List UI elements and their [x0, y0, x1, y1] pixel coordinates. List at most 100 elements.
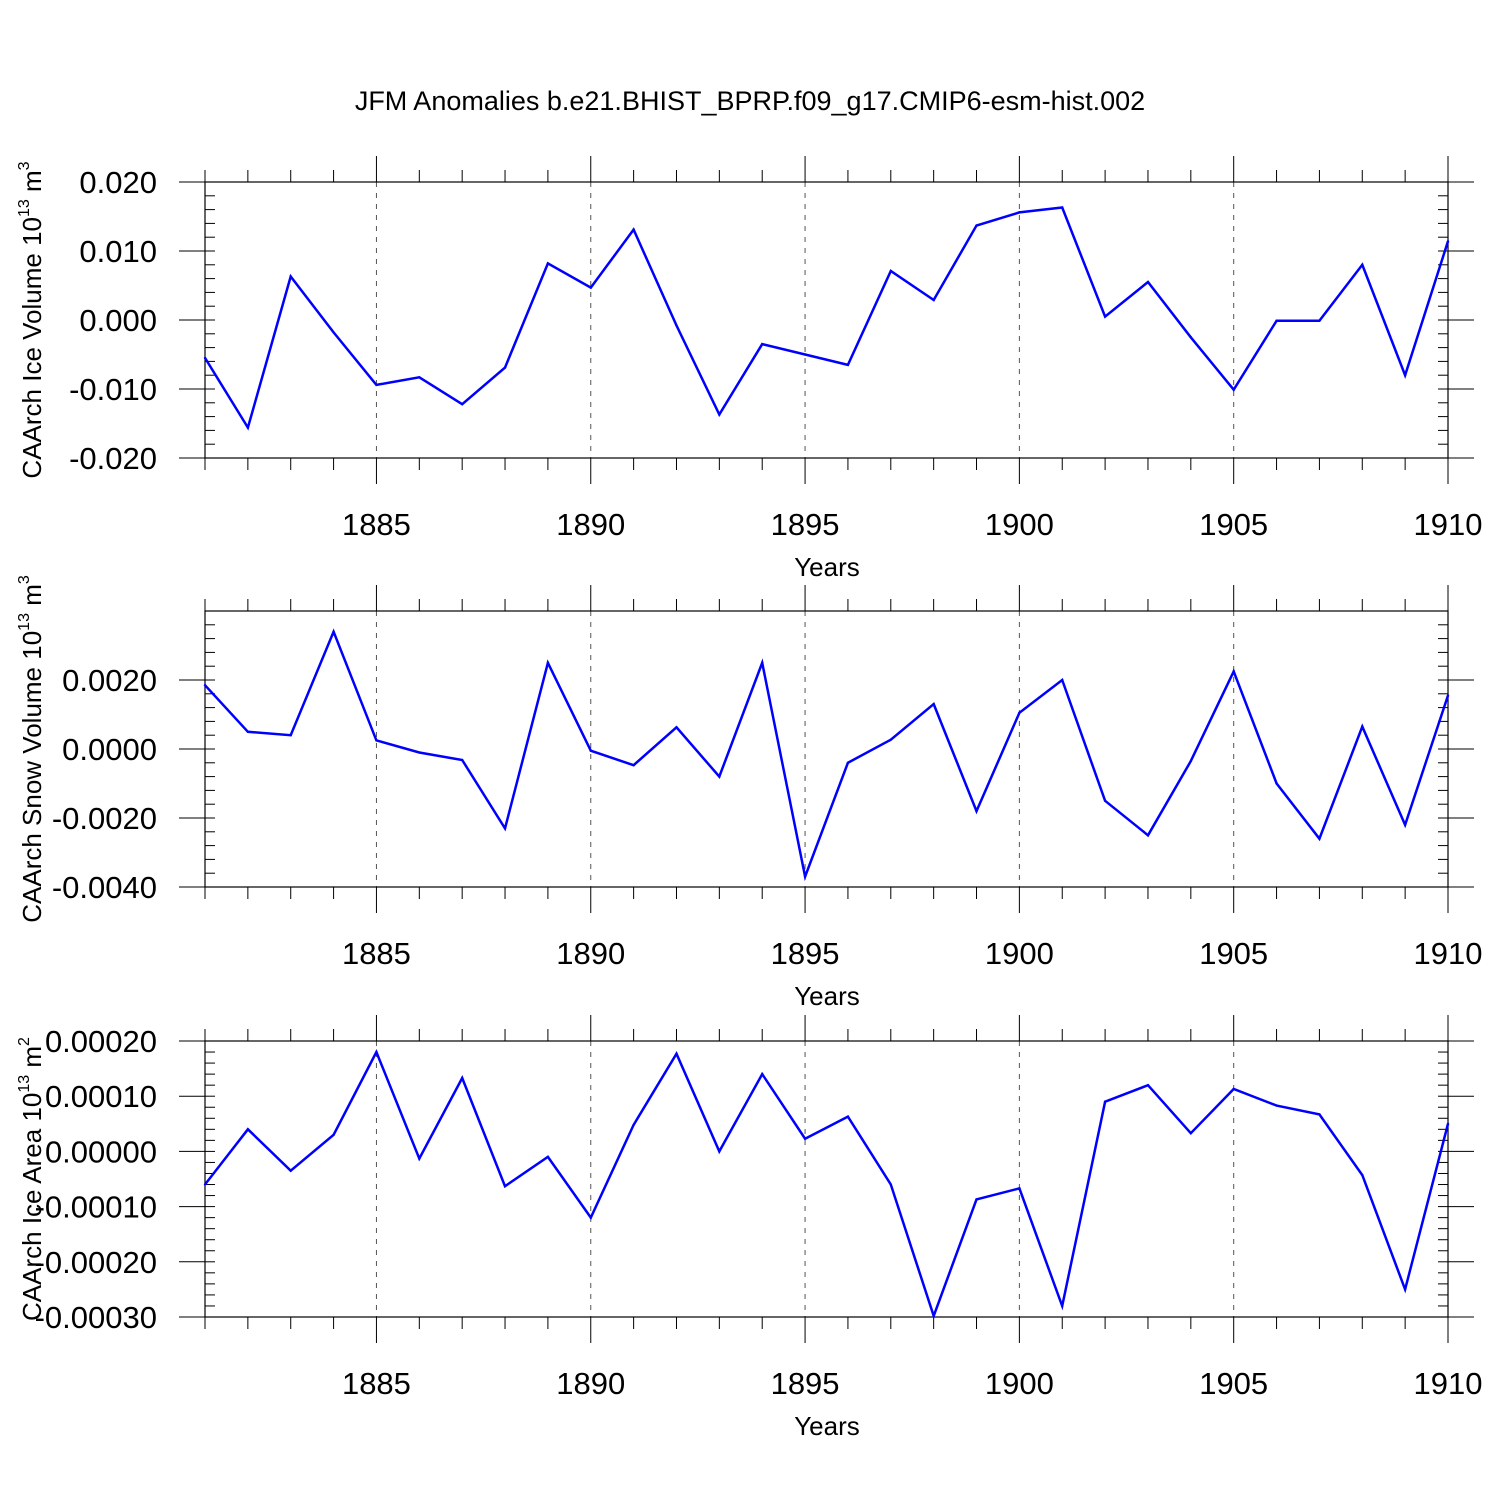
snow-volume-data-point [1103, 799, 1107, 802]
snow-volume-data-point [1232, 670, 1235, 673]
ice-volume-series-line [203, 206, 1450, 431]
ice-area-data-point [632, 1123, 635, 1127]
ice-area-data-point [975, 1198, 978, 1201]
ice-area-data-point [460, 1076, 464, 1080]
ice-area-data-point [846, 1115, 850, 1118]
ice-volume-xtick-label: 1900 [985, 507, 1054, 542]
ice-area-data-point [1361, 1173, 1364, 1177]
snow-volume-data-point [203, 683, 207, 687]
chart-title: JFM Anomalies b.e21.BHIST_BPRP.f09_g17.C… [355, 86, 1145, 116]
ice-volume-data-point [1018, 211, 1021, 214]
ice-volume-data-point [932, 298, 935, 302]
snow-volume-ytick-label: -0.0040 [52, 870, 157, 905]
snow-volume-xtick-label: 1900 [985, 936, 1054, 971]
ice-volume-data-point [203, 356, 207, 360]
ice-area-data-point [675, 1052, 678, 1055]
ice-volume-data-point [975, 224, 978, 227]
ice-area-ytick-label: 0.00000 [45, 1134, 157, 1169]
ice-area-xtick-label: 1905 [1199, 1366, 1268, 1401]
snow-volume-data-point [1189, 759, 1193, 763]
ice-area-data-point [375, 1050, 378, 1054]
ice-volume-data-point [1103, 315, 1107, 318]
ice-area-ytick-label: -0.00010 [35, 1190, 157, 1225]
snow-volume-data-point [718, 775, 721, 778]
ice-volume-data-point [1318, 319, 1321, 322]
snow-volume-xtick-label: 1885 [342, 936, 411, 971]
panel-ice-volume: -0.020 -0.010 0.000 0.010 0.020 1885 1890 1895 1… [16, 156, 1482, 582]
ice-volume-data-point [332, 331, 335, 334]
snow-volume-data-point [846, 761, 850, 764]
ice-volume-ytick-label: 0.020 [79, 165, 157, 200]
snow-volume-ytick-label: 0.0020 [62, 663, 157, 698]
ice-volume-data-point [1446, 240, 1450, 243]
ice-volume-data-point [675, 324, 678, 327]
snow-volume-data-point [1361, 725, 1364, 728]
ice-volume-data-point [761, 342, 764, 346]
ice-area-data-point [932, 1314, 935, 1318]
ice-area-xtick-label: 1895 [771, 1366, 840, 1401]
snow-volume-ytick-label: 0.0000 [62, 732, 157, 767]
snow-volume-data-point [546, 661, 550, 664]
snow-volume-ylabel: CAArch Snow Volume 1013 m3 [16, 575, 47, 923]
ice-area-xtick-label: 1900 [985, 1366, 1054, 1401]
ice-area-data-point [803, 1137, 807, 1140]
ice-volume-data-point [589, 286, 592, 289]
snow-volume-xtick-label: 1890 [556, 936, 625, 971]
snow-volume-data-point [589, 749, 592, 752]
snow-volume-data-point [932, 702, 935, 706]
ice-area-data-point [1103, 1100, 1107, 1103]
snow-volume-data-point [1275, 782, 1278, 785]
ice-volume-data-point [1232, 388, 1235, 391]
ice-area-data-point [289, 1169, 292, 1172]
ice-area-ytick-label: 0.00020 [45, 1024, 157, 1059]
panel-snow-volume: -0.0040 -0.0020 0.0000 0.0020 1885 1890 1895 19… [16, 575, 1482, 1011]
ice-area-ylabel: CAArch Ice Area 1013 m2 [16, 1037, 47, 1321]
ice-volume-data-point [803, 353, 807, 356]
snow-volume-xtick-label: 1895 [771, 936, 840, 971]
ice-area-series-line [204, 1049, 1450, 1320]
ice-area-data-point [718, 1150, 721, 1153]
ice-volume-data-point [1403, 374, 1407, 377]
ice-volume-data-point [460, 402, 464, 406]
snow-volume-xlabel: Years [794, 981, 860, 1011]
ice-volume-data-point [1189, 336, 1193, 339]
ice-area-data-point [889, 1183, 892, 1186]
snow-volume-data-point [803, 875, 807, 878]
snow-volume-data-point [632, 764, 635, 767]
snow-volume-data-point [1018, 711, 1021, 714]
snow-volume-data-point [1403, 823, 1407, 827]
ice-area-data-point [332, 1133, 335, 1137]
ice-area-data-point [546, 1155, 550, 1159]
snow-volume-data-point [289, 734, 292, 737]
ice-volume-ytick-label: -0.010 [69, 372, 157, 407]
snow-volume-xtick-label: 1905 [1199, 936, 1268, 971]
ice-volume-data-point [503, 366, 507, 369]
ice-volume-ytick-label: -0.020 [69, 441, 157, 476]
snow-volume-data-point [1446, 694, 1450, 697]
ice-area-data-point [246, 1128, 250, 1131]
ice-area-data-point [203, 1183, 207, 1186]
snow-volume-data-point [761, 661, 764, 664]
ice-area-ytick-label: -0.00020 [35, 1245, 157, 1280]
ice-area-data-point [1403, 1288, 1407, 1291]
ice-volume-xtick-label: 1885 [342, 507, 411, 542]
ice-area-data-point [1232, 1087, 1235, 1091]
snow-volume-data-point [503, 827, 507, 830]
ice-area-xtick-label: 1910 [1414, 1366, 1483, 1401]
ice-area-ytick-label: -0.00030 [35, 1300, 157, 1335]
ice-volume-data-point [1146, 280, 1150, 284]
ice-area-plot-frame [204, 1040, 1449, 1318]
ice-area-data-point [1146, 1083, 1150, 1087]
ice-volume-data-point [889, 269, 892, 273]
snow-volume-data-point [332, 630, 335, 633]
snow-volume-data-point [418, 751, 421, 754]
ice-area-ytick-label: 0.00010 [45, 1079, 157, 1114]
ice-volume-data-point [1061, 206, 1064, 209]
snow-volume-plot-frame [204, 610, 1449, 888]
ice-volume-plot-frame [204, 181, 1449, 459]
ice-volume-data-point [718, 413, 721, 416]
ice-area-xtick-label: 1885 [342, 1366, 411, 1401]
snow-volume-data-point [889, 738, 892, 741]
ice-volume-xtick-label: 1910 [1414, 507, 1483, 542]
